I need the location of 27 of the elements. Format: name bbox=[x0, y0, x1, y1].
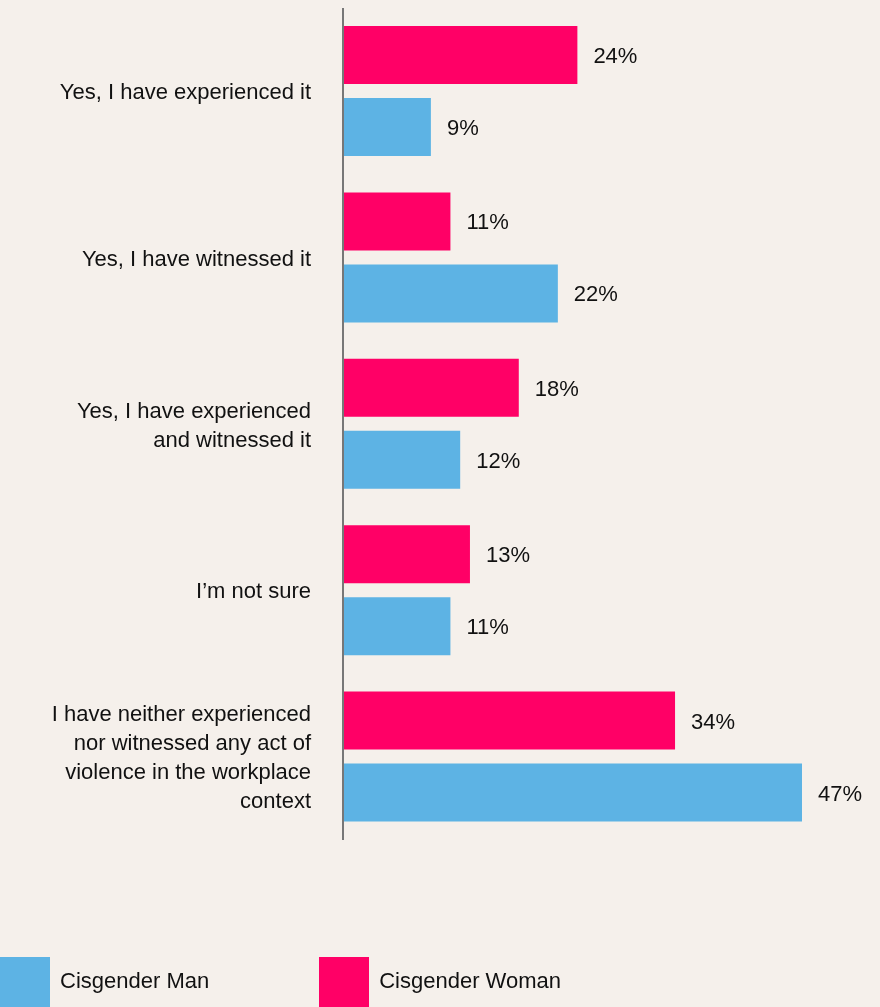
bar bbox=[343, 525, 470, 584]
data-label: 11% bbox=[466, 209, 509, 235]
y-tick-label: Yes, I have experienced it bbox=[59, 79, 311, 105]
y-tick-label: Yes, I have witnessed it bbox=[81, 245, 311, 271]
bar bbox=[343, 763, 802, 822]
bar bbox=[343, 597, 451, 656]
y-tick-label: I’m not sure bbox=[196, 578, 311, 604]
bar bbox=[343, 264, 558, 323]
data-label: 22% bbox=[573, 281, 618, 307]
data-label: 18% bbox=[534, 375, 579, 401]
legend-label: Cisgender Man bbox=[60, 967, 210, 993]
data-label: 11% bbox=[466, 614, 509, 640]
y-tick-label: I have neither experienced nor witnessed any act of violence in the workplace context bbox=[51, 701, 312, 814]
data-label: 34% bbox=[691, 708, 736, 734]
data-label: 13% bbox=[485, 542, 530, 568]
data-label: 24% bbox=[593, 43, 638, 68]
bar bbox=[343, 26, 578, 84]
bar bbox=[343, 98, 431, 156]
data-label: 9% bbox=[446, 115, 479, 140]
data-label: 12% bbox=[476, 447, 521, 473]
legend-label: Cisgender Woman bbox=[379, 967, 561, 993]
bar bbox=[343, 358, 519, 417]
bar bbox=[343, 192, 451, 251]
data-label: 47% bbox=[818, 780, 863, 806]
bar bbox=[343, 430, 461, 489]
y-tick-label: Yes, I have experienced and witnessed it bbox=[76, 397, 311, 452]
bar bbox=[343, 691, 676, 750]
